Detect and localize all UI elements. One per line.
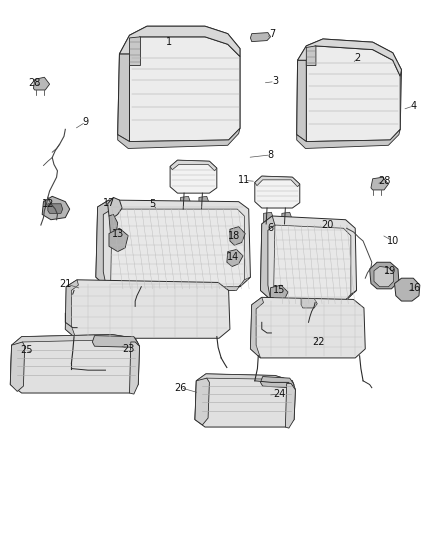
Polygon shape <box>42 196 70 220</box>
Polygon shape <box>12 335 140 349</box>
Text: 23: 23 <box>122 344 134 354</box>
Text: 25: 25 <box>20 345 32 356</box>
Text: 26: 26 <box>174 383 187 393</box>
Polygon shape <box>286 383 295 428</box>
Text: 7: 7 <box>269 29 276 39</box>
Polygon shape <box>130 37 240 142</box>
Polygon shape <box>374 266 394 287</box>
Polygon shape <box>11 345 16 384</box>
Polygon shape <box>297 130 400 149</box>
Polygon shape <box>297 60 306 142</box>
Text: 2: 2 <box>355 53 361 63</box>
Polygon shape <box>306 46 400 142</box>
Polygon shape <box>199 196 209 209</box>
Polygon shape <box>170 160 217 171</box>
Text: 5: 5 <box>149 199 156 209</box>
Polygon shape <box>65 280 78 338</box>
Text: 12: 12 <box>42 199 54 209</box>
Polygon shape <box>271 290 357 305</box>
Text: 19: 19 <box>384 266 396 276</box>
Polygon shape <box>282 212 292 225</box>
Polygon shape <box>130 342 140 394</box>
Polygon shape <box>92 336 138 348</box>
Polygon shape <box>301 298 317 308</box>
Polygon shape <box>11 342 25 391</box>
Polygon shape <box>271 285 288 305</box>
Polygon shape <box>195 374 295 427</box>
Polygon shape <box>274 225 351 305</box>
Polygon shape <box>264 212 274 225</box>
Text: 28: 28 <box>28 78 41 88</box>
Polygon shape <box>227 249 243 266</box>
Polygon shape <box>96 200 251 287</box>
Polygon shape <box>118 54 130 142</box>
Polygon shape <box>371 177 389 190</box>
Text: 9: 9 <box>83 117 89 127</box>
Polygon shape <box>109 214 118 241</box>
Text: 20: 20 <box>321 220 333 230</box>
Text: 21: 21 <box>59 279 71 288</box>
Text: 24: 24 <box>273 389 286 399</box>
Polygon shape <box>120 26 240 56</box>
Polygon shape <box>196 374 295 392</box>
Polygon shape <box>65 280 230 338</box>
Text: 3: 3 <box>272 77 278 86</box>
Text: 13: 13 <box>112 229 124 239</box>
Polygon shape <box>33 77 49 90</box>
Text: 18: 18 <box>228 231 240 241</box>
Text: 10: 10 <box>387 236 399 246</box>
Polygon shape <box>96 200 112 287</box>
Text: 22: 22 <box>312 337 325 347</box>
Polygon shape <box>130 37 141 66</box>
Polygon shape <box>251 297 264 358</box>
Polygon shape <box>118 128 240 149</box>
Polygon shape <box>261 216 357 300</box>
Polygon shape <box>251 297 365 358</box>
Text: 16: 16 <box>409 283 421 293</box>
Text: 14: 14 <box>227 252 239 262</box>
Text: 15: 15 <box>273 286 286 295</box>
Text: 11: 11 <box>238 175 251 185</box>
Polygon shape <box>103 277 251 290</box>
Polygon shape <box>118 26 240 142</box>
Text: 6: 6 <box>268 223 274 233</box>
Polygon shape <box>297 39 402 76</box>
Polygon shape <box>230 227 245 245</box>
Polygon shape <box>261 216 275 300</box>
Polygon shape <box>195 378 209 425</box>
Polygon shape <box>255 176 300 187</box>
Polygon shape <box>261 376 294 387</box>
Text: 8: 8 <box>268 150 274 160</box>
Polygon shape <box>195 381 201 419</box>
Polygon shape <box>306 46 316 66</box>
Text: 1: 1 <box>166 37 172 47</box>
Text: 4: 4 <box>410 101 417 111</box>
Polygon shape <box>111 209 244 290</box>
Polygon shape <box>48 204 63 213</box>
Polygon shape <box>370 262 399 289</box>
Polygon shape <box>251 33 271 42</box>
Text: 28: 28 <box>378 176 390 187</box>
Polygon shape <box>108 197 122 217</box>
Polygon shape <box>255 176 300 208</box>
Polygon shape <box>11 335 140 393</box>
Polygon shape <box>297 39 402 142</box>
Text: 17: 17 <box>103 198 115 208</box>
Polygon shape <box>395 278 420 301</box>
Polygon shape <box>109 228 128 252</box>
Polygon shape <box>180 196 191 209</box>
Polygon shape <box>170 160 217 193</box>
